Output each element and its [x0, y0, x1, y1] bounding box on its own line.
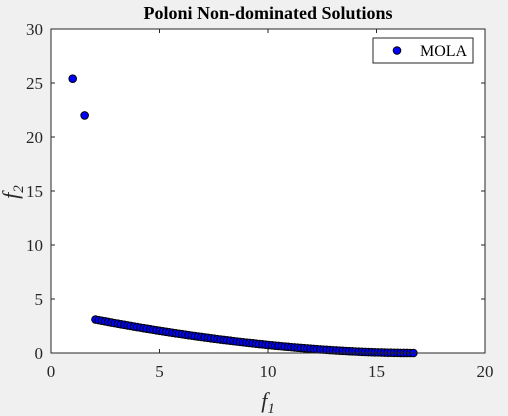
y-tick-label: 10 [26, 236, 43, 255]
y-axis-label-base: f [0, 190, 23, 199]
x-tick-label: 10 [260, 362, 277, 381]
y-axis-label: f2 [0, 185, 27, 199]
plot-area [51, 29, 485, 353]
y-tick-label: 20 [26, 128, 43, 147]
x-tick-label: 15 [368, 362, 385, 381]
legend-box [372, 37, 474, 64]
x-tick-label: 5 [155, 362, 164, 381]
x-axis-label-base: f [261, 388, 270, 413]
x-axis-label: f1 [261, 388, 275, 416]
legend-marker [392, 46, 402, 55]
x-tick-label: 0 [47, 362, 56, 381]
data-point [68, 74, 77, 83]
y-tick-label: 25 [26, 74, 43, 93]
y-axis-ticks: 0 5 10 15 20 25 30 [26, 20, 485, 363]
data-point [80, 111, 89, 120]
y-tick-label: 5 [35, 290, 44, 309]
x-tick-label: 20 [477, 362, 494, 381]
y-axis-label-sub: 2 [11, 185, 27, 193]
y-axis-label-group: f2 [0, 185, 27, 199]
plot-frame [50, 28, 486, 354]
y-tick-label: 0 [35, 344, 44, 363]
y-tick-label: 30 [26, 20, 43, 39]
y-tick-label: 15 [26, 182, 43, 201]
scatter-points [68, 74, 418, 358]
x-axis-label-sub: 1 [267, 401, 275, 416]
legend: MOLA [372, 37, 474, 64]
chart-title: Poloni Non-dominated Solutions [143, 3, 392, 23]
legend-label: MOLA [420, 43, 468, 60]
